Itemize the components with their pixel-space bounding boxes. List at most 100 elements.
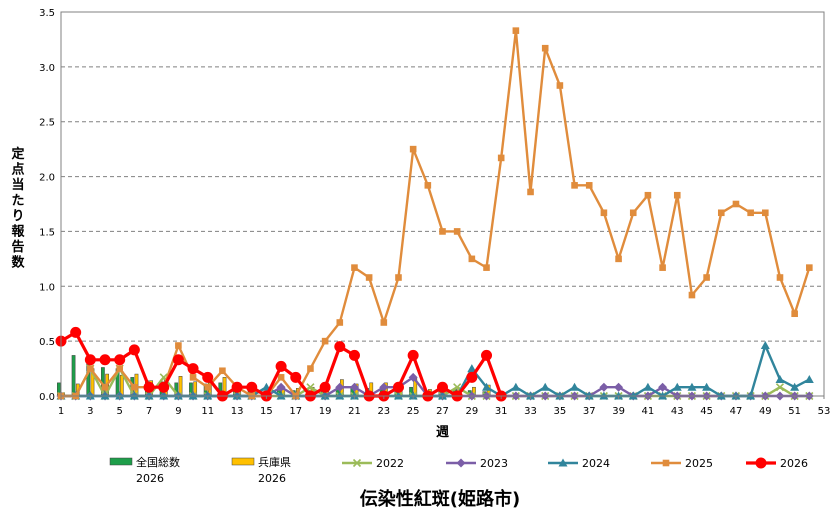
point-2025-w50	[776, 274, 784, 281]
x-tick-label-0: 1	[58, 406, 64, 417]
point-2022-w18	[306, 383, 315, 392]
plot-area	[60, 11, 825, 397]
x-axis-title: 週	[436, 425, 449, 440]
point-2025-w26	[424, 182, 432, 189]
point-2024-w30	[482, 382, 492, 391]
point-2024-w50	[775, 375, 785, 384]
x-tick-label-22: 45	[700, 406, 713, 417]
x-tick-label-21: 43	[671, 406, 684, 417]
y-tick-label-5: 2.5	[39, 118, 55, 129]
legend-label-全国総数: 全国総数	[136, 455, 180, 469]
point-2026-w8	[158, 381, 170, 393]
point-2024-w34	[540, 382, 550, 391]
point-2023-w21	[349, 382, 359, 392]
point-2026-w20	[334, 341, 346, 353]
series-2025	[57, 27, 813, 400]
point-2025-w24	[395, 274, 402, 281]
x-tick-label-1: 3	[87, 406, 93, 417]
line-2025	[61, 29, 811, 398]
x-tick-label-23: 47	[730, 406, 743, 417]
point-2025-w11	[204, 383, 212, 391]
legend-marker-2026	[755, 457, 767, 469]
x-tick-label-24: 49	[759, 406, 772, 417]
point-2024-w44	[687, 382, 697, 391]
legend-item-2026: 2026	[746, 457, 808, 470]
point-2026-w14	[246, 381, 258, 393]
point-2025-w22	[365, 274, 373, 281]
point-2023-w16	[276, 382, 286, 392]
x-tick-label-18: 37	[583, 406, 596, 417]
point-2024-w36	[570, 382, 580, 391]
point-2025-w27	[439, 228, 446, 235]
point-2025-w31	[497, 154, 505, 162]
y-tick-label-4: 2.0	[39, 173, 55, 184]
point-2025-w25	[409, 145, 417, 153]
x-tick-label-19: 39	[612, 406, 625, 417]
legend-label-全国総数-year: 2026	[136, 472, 164, 485]
x-tick-label-8: 17	[289, 406, 302, 417]
point-2026-w27	[437, 381, 448, 393]
legend-marker-2023	[456, 458, 466, 468]
point-2024-w51	[790, 382, 800, 391]
y-tick-label-1: 0.5	[39, 337, 55, 348]
point-2024-w45	[702, 382, 712, 391]
legend-item-2023: 2023	[446, 457, 508, 470]
point-2025-w6	[131, 383, 138, 391]
legend-item-2022: 2022	[342, 457, 404, 470]
point-2023-w42	[658, 382, 668, 392]
point-2025-w21	[351, 264, 358, 271]
point-2026-w6	[128, 344, 140, 356]
x-tick-label-13: 27	[436, 406, 449, 417]
point-2025-w5	[116, 365, 123, 372]
point-2026-w7	[143, 381, 155, 393]
point-2026-w13	[231, 381, 243, 393]
point-2025-w12	[219, 367, 226, 375]
x-tick-label-14: 29	[465, 406, 478, 417]
y-tick-label-3: 1.5	[39, 227, 55, 238]
point-2025-w44	[688, 291, 696, 299]
point-2026-w11	[202, 371, 214, 383]
y-tick-label-0: 0.0	[39, 392, 55, 403]
point-2025-w49	[762, 209, 769, 217]
point-2025-w18	[307, 365, 314, 372]
legend-label-兵庫県-year: 2026	[258, 472, 286, 485]
point-2026-w4	[99, 354, 111, 366]
point-2024-w32	[511, 382, 521, 391]
x-tick-label-17: 35	[554, 406, 567, 417]
point-2025-w33	[527, 188, 534, 196]
point-2025-w41	[644, 191, 652, 199]
point-2026-w30	[481, 349, 493, 361]
point-2025-w19	[321, 337, 329, 345]
x-tick-label-11: 23	[377, 406, 390, 417]
x-tick-label-2: 5	[117, 406, 123, 417]
legend-label-兵庫県: 兵庫県	[258, 455, 291, 469]
point-2026-w3	[84, 354, 96, 366]
point-2025-w46	[717, 209, 725, 217]
legend-item-2024: 2024	[548, 457, 610, 470]
x-tick-label-25: 51	[788, 406, 801, 417]
y-axis-ticks: 0.0 0.5 1.0 1.5 2.0 2.5 3.0 3.5	[39, 8, 55, 403]
point-2026-w16	[275, 360, 287, 372]
point-2025-w30	[483, 264, 490, 271]
point-2026-w10	[187, 363, 199, 375]
x-tick-label-12: 25	[407, 406, 420, 417]
x-tick-label-15: 31	[495, 406, 508, 417]
legend-swatch-兵庫県	[231, 457, 255, 466]
line-series	[55, 27, 814, 402]
legend-marker-2025	[662, 459, 670, 467]
point-2025-w10	[189, 374, 197, 381]
point-2025-w32	[512, 27, 520, 34]
x-axis-ticks: 1 3 5 7 9 11 13 15 17 19 21 23 25 27 29 31 33 35 37 39 41 43 4…	[58, 396, 831, 417]
point-2026-w5	[114, 354, 126, 366]
point-2025-w48	[747, 209, 754, 217]
x-tick-label-10: 21	[348, 406, 361, 417]
legend-marker-2024	[558, 458, 568, 467]
legend: 全国総数 2026 兵庫県 2026 2022 2023 2024 2025 2026	[109, 455, 808, 485]
point-2025-w3	[87, 365, 94, 372]
point-2025-w51	[791, 310, 798, 318]
x-tick-label-26: 53	[818, 406, 831, 417]
point-2025-w43	[673, 191, 681, 199]
point-2025-w28	[453, 228, 461, 235]
point-2023-w38	[599, 382, 609, 392]
point-2026-w29	[466, 371, 478, 383]
